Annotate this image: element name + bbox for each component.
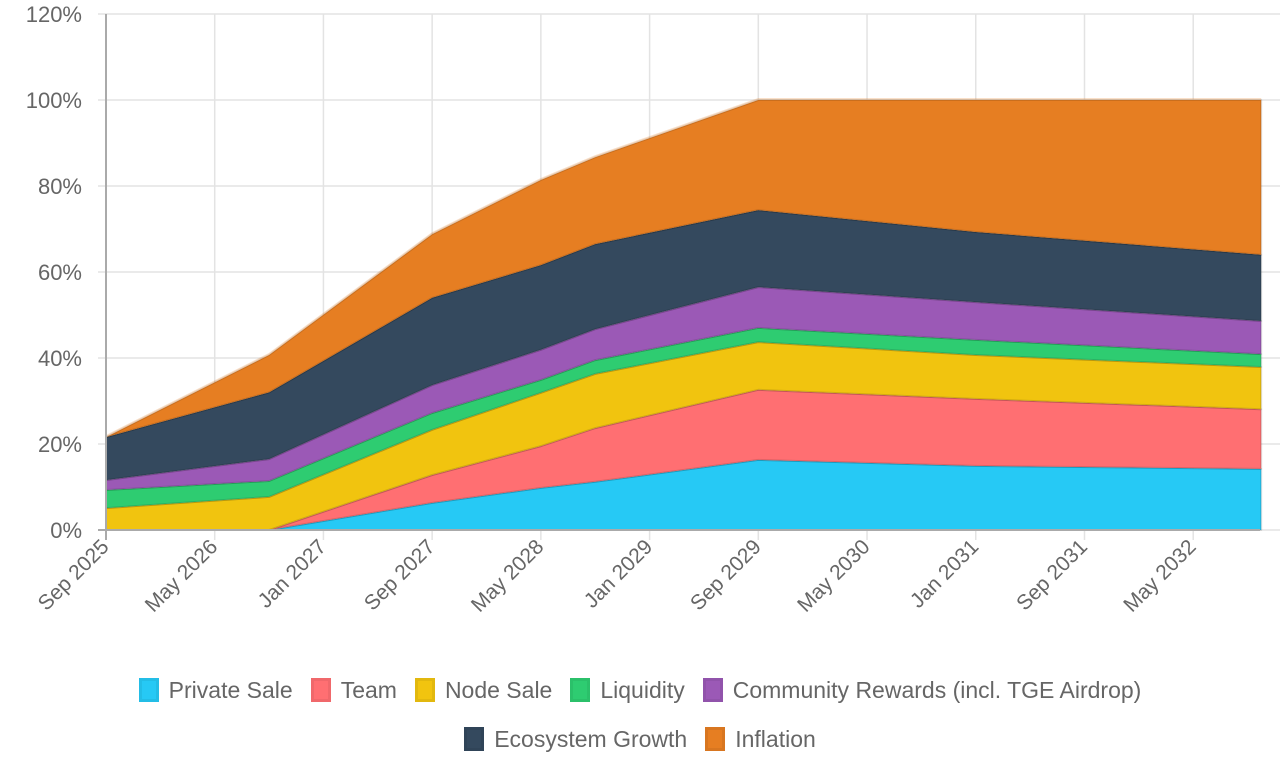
x-tick-label: Jan 2031 — [906, 535, 983, 612]
legend-row: Private Sale Team Node Sale Liquidity Commun… — [0, 672, 1280, 708]
areas — [105, 98, 1263, 531]
x-tick-label: May 2026 — [141, 535, 222, 616]
legend-label: Ecosystem Growth — [494, 725, 688, 752]
legend-item[interactable]: Inflation — [705, 726, 816, 753]
x-tick-label: Jan 2027 — [254, 535, 331, 612]
x-tick-label: Sep 2025 — [34, 535, 114, 615]
legend-label: Community Rewards (incl. TGE Airdrop) — [732, 676, 1142, 703]
axes — [98, 14, 1260, 540]
y-tick-label: 40% — [38, 346, 82, 371]
legend-item[interactable]: Private Sale — [138, 676, 293, 704]
legend-item[interactable]: Community Rewards (incl. TGE Airdrop) — [702, 676, 1142, 704]
x-tick-label: Sep 2029 — [686, 535, 766, 615]
legend-item[interactable]: Liquidity — [570, 676, 685, 704]
x-tick-label: May 2030 — [793, 535, 874, 616]
legend-swatch — [705, 727, 726, 751]
y-axis-ticks: 0% 20% 40% 60% 80% 100% 120% — [26, 2, 82, 543]
legend-swatch — [464, 727, 485, 751]
legend-label: Private Sale — [168, 676, 293, 703]
y-tick-label: 20% — [38, 432, 82, 457]
stacked-area-chart: 0% 20% 40% 60% 80% 100% 120% Sep 2025 May 2026 J… — [26, 2, 1280, 617]
area-top-outline — [105, 98, 1262, 437]
legend-swatch — [702, 678, 723, 702]
x-axis-ticks: Sep 2025 May 2026 Jan 2027 Sep 2027 May 2028… — [34, 535, 1201, 616]
y-tick-label: 120% — [26, 2, 82, 27]
legend-swatch — [570, 678, 591, 702]
legend-label: Node Sale — [444, 676, 553, 703]
x-tick-label: Jan 2029 — [580, 535, 657, 612]
legend-label: Inflation — [735, 725, 816, 752]
legend-swatch — [138, 678, 159, 702]
legend-label: Liquidity — [600, 676, 685, 703]
legend-item[interactable]: Ecosystem Growth — [464, 726, 687, 753]
y-tick-label: 80% — [38, 174, 82, 199]
y-tick-label: 100% — [26, 88, 82, 113]
legend: Private Sale Team Node Sale Liquidity Commun… — [0, 672, 1280, 770]
x-tick-label: May 2032 — [1119, 535, 1200, 616]
area-inflation[interactable] — [105, 99, 1263, 439]
area-community-rewards-incl-tge-airdrop[interactable] — [105, 286, 1263, 491]
legend-label: Team — [340, 676, 397, 703]
legend-swatch — [310, 678, 331, 702]
x-tick-label: May 2028 — [467, 535, 548, 616]
y-tick-label: 0% — [50, 518, 82, 543]
legend-row: Ecosystem Growth Inflation — [0, 721, 1280, 757]
y-tick-label: 60% — [38, 260, 82, 285]
x-tick-label: Sep 2027 — [360, 535, 440, 615]
legend-item[interactable]: Node Sale — [414, 676, 553, 704]
legend-item[interactable]: Team — [310, 676, 397, 704]
legend-swatch — [414, 678, 435, 702]
x-tick-label: Sep 2031 — [1012, 535, 1092, 615]
